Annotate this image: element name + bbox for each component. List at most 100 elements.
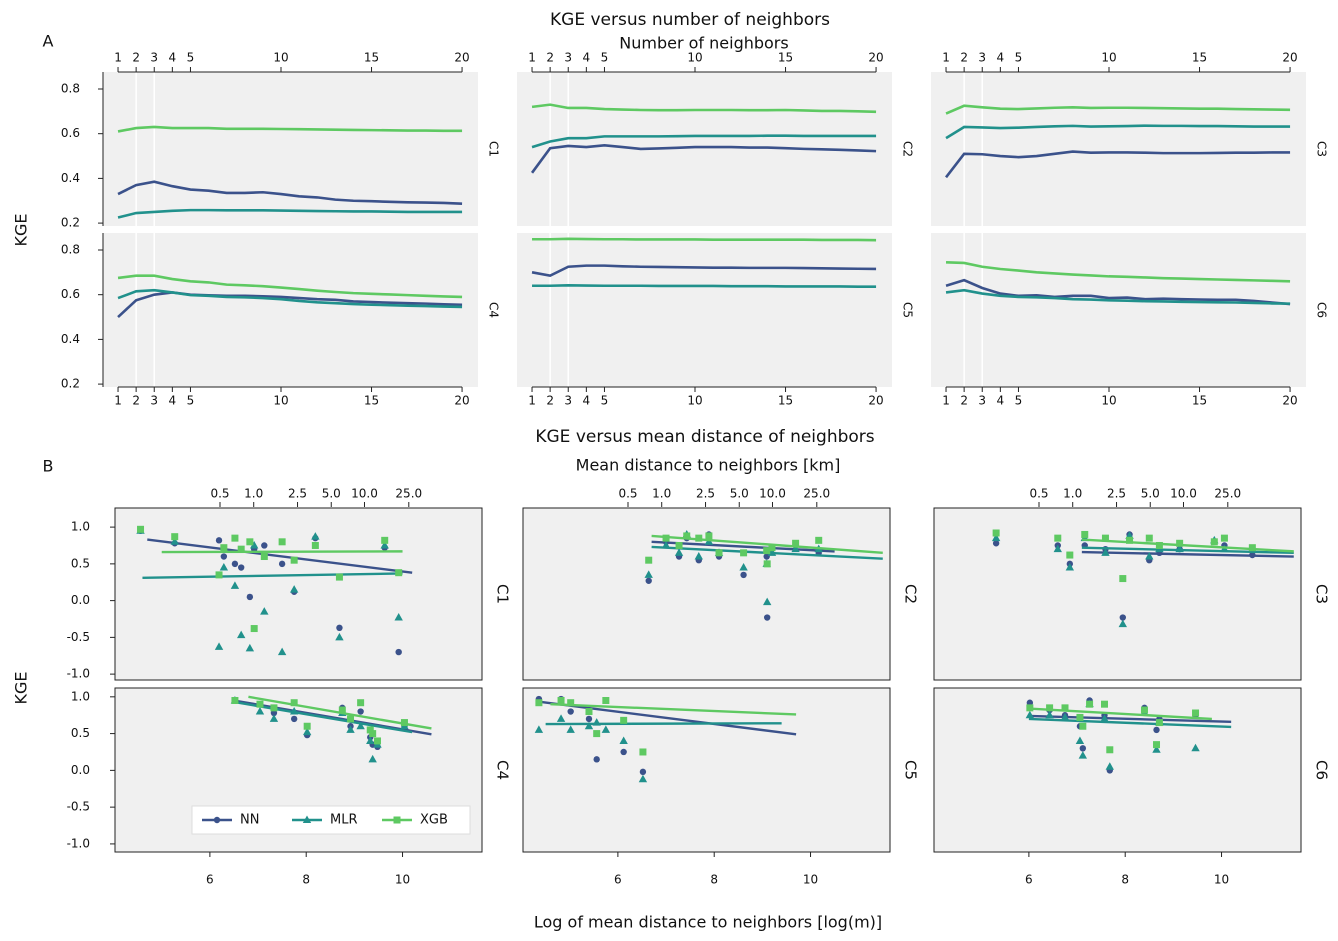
marker <box>1248 544 1256 552</box>
fit-line <box>1081 550 1294 558</box>
marker <box>270 704 278 712</box>
marker <box>638 774 648 783</box>
marker <box>1145 552 1154 560</box>
x-tick-label: 3 <box>564 51 572 65</box>
marker <box>792 539 800 547</box>
y-tick-label: 1.0 <box>71 689 90 703</box>
x-tick-label: 8 <box>302 873 310 887</box>
line <box>117 208 463 219</box>
fit-line <box>1081 538 1294 553</box>
marker <box>1086 700 1094 708</box>
marker <box>763 547 771 555</box>
x-tick-label: 1 <box>528 394 536 408</box>
x-tick-label: 20 <box>454 51 469 65</box>
marker <box>290 715 298 723</box>
y-tick-label: 0.5 <box>71 726 90 740</box>
panel-background <box>522 687 891 853</box>
marker <box>170 537 179 545</box>
marker <box>373 737 381 745</box>
x-tick-label: 5 <box>187 51 195 65</box>
marker <box>278 560 286 568</box>
legend-label: NN <box>240 813 259 828</box>
x2-tick-label: 10.0 <box>1170 487 1197 501</box>
panel-background <box>931 72 1306 226</box>
marker <box>1025 710 1035 719</box>
marker <box>381 536 389 544</box>
line <box>531 103 877 114</box>
marker <box>601 725 611 733</box>
x-tick-label: 2 <box>546 51 554 65</box>
marker <box>1060 712 1070 721</box>
x-tick-label: 3 <box>978 394 986 408</box>
marker <box>236 630 246 639</box>
panel-name: C6 <box>1313 760 1331 780</box>
marker <box>215 537 223 544</box>
marker <box>620 716 628 724</box>
x-tick-label: 6 <box>206 873 214 887</box>
marker <box>1100 700 1108 708</box>
x-tick-label: 10 <box>1214 873 1229 887</box>
line <box>532 237 877 242</box>
y-tick-label: -1.0 <box>67 836 90 850</box>
marker <box>645 577 652 584</box>
fit-line <box>540 700 797 736</box>
marker <box>1078 751 1088 759</box>
x-tick-label: 1 <box>114 394 122 408</box>
marker <box>1210 538 1218 546</box>
panel-background <box>114 507 483 681</box>
x-tick-label: 10 <box>395 873 410 887</box>
x-tick-label: 4 <box>169 394 177 408</box>
marker <box>1079 722 1087 730</box>
marker <box>992 529 1000 537</box>
line <box>945 124 1291 140</box>
fit-line <box>1028 714 1232 724</box>
marker <box>1106 746 1114 754</box>
marker <box>1045 710 1054 719</box>
x-tick-label: 20 <box>454 394 469 408</box>
marker <box>1155 541 1163 549</box>
marker <box>395 648 402 656</box>
x2-tick-label: 25.0 <box>1214 487 1241 501</box>
fit-line <box>147 538 413 574</box>
y-tick-label: 0.5 <box>71 556 90 570</box>
marker <box>1081 530 1089 538</box>
line <box>117 288 463 309</box>
panel-background <box>933 507 1302 681</box>
x-tick-label: 10 <box>687 51 702 65</box>
panel-name: C5 <box>901 302 915 318</box>
x2-tick-label: 5.0 <box>1141 487 1160 501</box>
marker <box>400 719 408 727</box>
legend-marker <box>393 816 401 824</box>
x-tick-label: 15 <box>1192 394 1207 408</box>
x2-tick-label: 2.5 <box>288 487 307 501</box>
fit-line <box>142 572 403 580</box>
x2-tick-label: 10.0 <box>351 487 378 501</box>
x-tick-label: 5 <box>187 394 195 408</box>
title: KGE versus mean distance of neighbors <box>535 427 874 447</box>
marker <box>593 756 600 763</box>
marker <box>246 538 254 546</box>
marker <box>1176 539 1184 547</box>
marker <box>1076 713 1084 721</box>
marker <box>357 699 365 707</box>
x-tick-label: 5 <box>601 394 609 408</box>
x2-tick-label: 1.0 <box>652 487 671 501</box>
line <box>944 150 1291 179</box>
marker <box>1054 534 1062 542</box>
x2-tick-label: 25.0 <box>803 487 830 501</box>
panel-name: C2 <box>901 141 915 157</box>
marker <box>763 614 771 621</box>
marker <box>356 721 365 730</box>
marker <box>261 542 268 549</box>
marker <box>675 541 683 549</box>
legend-label: XGB <box>420 813 448 828</box>
marker <box>705 532 713 540</box>
marker <box>1152 745 1161 753</box>
marker <box>740 571 747 579</box>
marker <box>290 556 298 564</box>
marker <box>1153 726 1160 734</box>
x-tick-label: 3 <box>150 394 158 408</box>
marker <box>260 553 268 561</box>
marker <box>219 563 229 571</box>
